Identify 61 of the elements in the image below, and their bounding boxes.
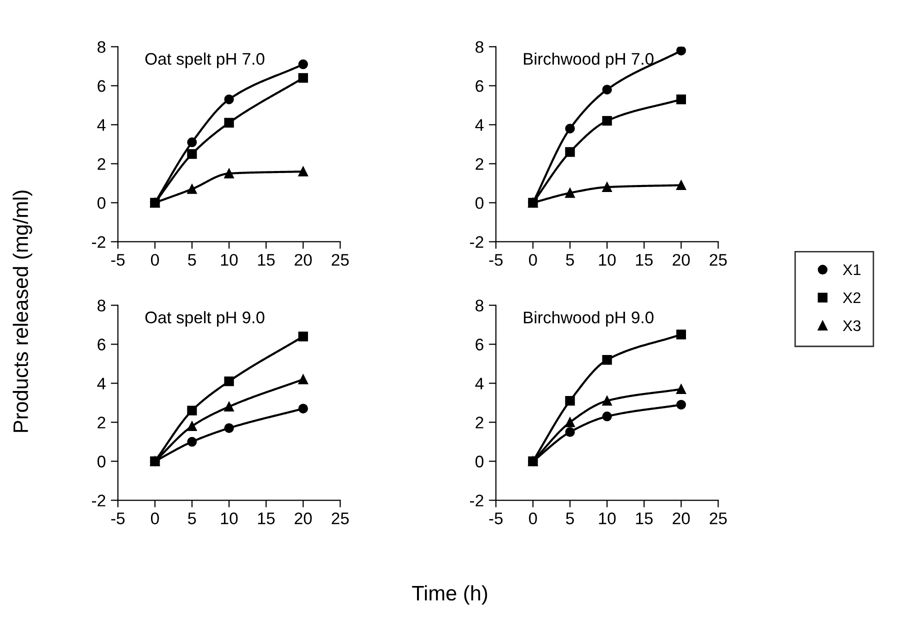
legend-label: X2 bbox=[842, 292, 860, 303]
x-tick-label: -5 bbox=[489, 512, 503, 524]
x-tick-label: 25 bbox=[710, 512, 727, 524]
y-tick-label: 8 bbox=[98, 41, 106, 53]
x-tick-label: 0 bbox=[528, 512, 537, 524]
y-tick-label: 2 bbox=[98, 416, 106, 428]
chart-title: Oat spelt pH 7.0 bbox=[145, 52, 264, 68]
legend-label: X3 bbox=[842, 320, 861, 332]
y-tick-label: 6 bbox=[476, 80, 484, 92]
y-tick-label: -2 bbox=[470, 494, 484, 506]
x-tick-label: 0 bbox=[150, 512, 159, 524]
x-tick-label: 25 bbox=[332, 254, 349, 266]
y-tick-label: 6 bbox=[98, 338, 106, 350]
x-tick-label: 20 bbox=[294, 254, 312, 266]
legend-label: X1 bbox=[842, 264, 860, 275]
y-tick-label: 2 bbox=[476, 416, 484, 428]
x-tick-label: 15 bbox=[636, 512, 653, 524]
x-tick-label: -5 bbox=[111, 512, 125, 524]
y-tick-label: -2 bbox=[470, 236, 484, 248]
x-tick-label: 5 bbox=[188, 512, 196, 524]
x-tick-label: 0 bbox=[528, 254, 537, 266]
y-tick-label: 4 bbox=[97, 378, 106, 390]
y-tick-label: -2 bbox=[92, 236, 106, 248]
x-tick-label: 15 bbox=[636, 254, 653, 266]
y-tick-label: 8 bbox=[476, 300, 484, 312]
x-tick-label: 20 bbox=[294, 512, 312, 524]
y-tick-label: 2 bbox=[98, 158, 106, 170]
x-tick-label: 10 bbox=[599, 512, 616, 524]
chart-title: Birchwood pH 7.0 bbox=[524, 52, 654, 68]
y-tick-label: 0 bbox=[475, 456, 484, 468]
x-tick-label: 10 bbox=[221, 512, 238, 524]
y-axis-title: Products released (mg/ml) bbox=[12, 190, 32, 432]
x-axis-title: Time (h) bbox=[412, 585, 488, 605]
chart-title: Oat spelt pH 9.0 bbox=[145, 311, 264, 327]
y-tick-label: 4 bbox=[475, 119, 484, 131]
y-tick-label: 0 bbox=[475, 197, 484, 209]
x-tick-label: 0 bbox=[150, 254, 159, 266]
y-tick-label: 0 bbox=[97, 456, 106, 468]
x-tick-label: -5 bbox=[489, 254, 503, 266]
x-tick-label: 10 bbox=[221, 254, 238, 266]
x-tick-label: 25 bbox=[710, 254, 727, 266]
x-tick-label: 5 bbox=[566, 254, 574, 266]
x-tick-label: 25 bbox=[332, 512, 349, 524]
y-tick-label: 6 bbox=[98, 80, 106, 92]
x-tick-label: 5 bbox=[566, 512, 574, 524]
y-tick-label: 8 bbox=[476, 41, 484, 53]
y-tick-label: -2 bbox=[92, 494, 106, 506]
y-tick-label: 0 bbox=[97, 197, 106, 209]
chart-title: Birchwood pH 9.0 bbox=[524, 311, 654, 327]
y-tick-label: 8 bbox=[98, 300, 106, 312]
x-tick-label: -5 bbox=[111, 254, 125, 266]
y-tick-label: 2 bbox=[476, 158, 484, 170]
x-tick-label: 15 bbox=[258, 512, 275, 524]
y-tick-label: 4 bbox=[97, 119, 106, 131]
x-tick-label: 20 bbox=[672, 254, 690, 266]
y-tick-label: 6 bbox=[476, 338, 484, 350]
y-tick-label: 4 bbox=[475, 378, 484, 390]
x-tick-label: 15 bbox=[258, 254, 275, 266]
x-tick-label: 20 bbox=[672, 512, 690, 524]
x-tick-label: 10 bbox=[599, 254, 616, 266]
x-tick-label: 5 bbox=[188, 254, 196, 266]
